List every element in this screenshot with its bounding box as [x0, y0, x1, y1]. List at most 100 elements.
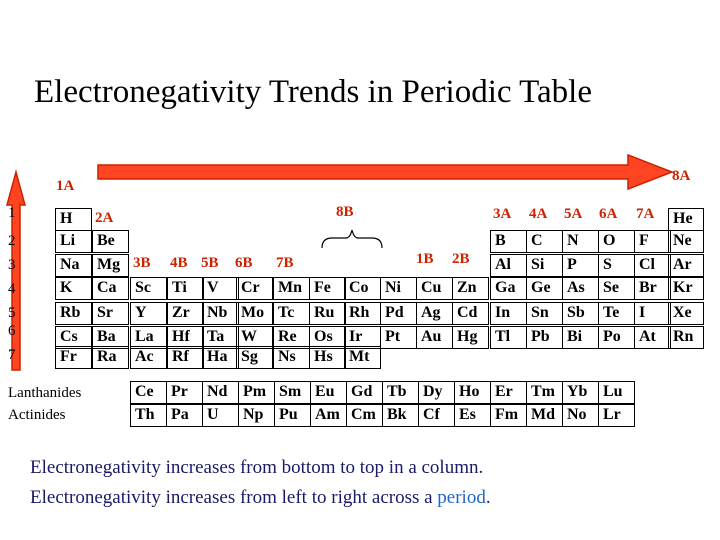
element-cell: B [490, 230, 527, 253]
element-cell: Hf [167, 326, 204, 349]
element-cell: Zr [167, 302, 204, 325]
element-cell: Kr [668, 277, 704, 300]
element-cell: N [562, 230, 599, 253]
element-cell: Cs [55, 326, 92, 349]
period-number: 3 [8, 257, 16, 273]
element-cell: Pd [380, 302, 417, 325]
element-cell: As [562, 277, 599, 300]
element-cell: Nb [202, 302, 239, 325]
element-cell: Pb [526, 326, 563, 349]
group-label-8a: 8A [672, 168, 691, 184]
group-label-6a: 6A [599, 206, 618, 222]
element-cell: Na [55, 254, 92, 277]
element-cell: Tc [273, 302, 310, 325]
element-cell: He [668, 208, 704, 231]
element-cell: Al [490, 254, 527, 277]
lanthanide-cell: Tm [526, 381, 563, 404]
actinide-cell: Fm [490, 404, 527, 427]
element-cell: Rn [668, 326, 704, 349]
group-label-3b: 3B [133, 255, 151, 271]
element-cell: Be [92, 230, 129, 253]
element-cell: Fr [55, 346, 92, 369]
lanthanide-cell: Dy [418, 381, 455, 404]
element-cell: Hs [309, 346, 346, 369]
group-label-5a: 5A [564, 206, 583, 222]
element-cell: I [634, 302, 671, 325]
element-cell: H [55, 208, 92, 231]
element-cell: Sc [130, 277, 167, 300]
period-number: 7 [8, 347, 16, 363]
actinide-cell: Lr [598, 404, 635, 427]
lanthanide-cell: Nd [202, 381, 239, 404]
period-number: 2 [8, 233, 16, 249]
element-cell: Mg [92, 254, 129, 277]
element-cell: In [490, 302, 527, 325]
lanthanide-cell: Ho [454, 381, 491, 404]
element-cell: Xe [668, 302, 704, 325]
element-cell: Sg [236, 346, 273, 369]
element-cell: Mn [273, 277, 310, 300]
element-cell: Sb [562, 302, 599, 325]
element-cell: Ne [668, 230, 704, 253]
caption-column-trend: Electronegativity increases from bottom … [30, 457, 484, 478]
element-cell: Ru [309, 302, 346, 325]
actinide-cell: No [562, 404, 599, 427]
element-cell: Ta [202, 326, 239, 349]
group-label-6b: 6B [235, 255, 253, 271]
element-cell: Po [598, 326, 635, 349]
actinide-cell: Es [454, 404, 491, 427]
lanthanide-cell: Ce [130, 381, 167, 404]
element-cell: Te [598, 302, 635, 325]
group-label-7a: 7A [636, 206, 655, 222]
element-cell: Cu [416, 277, 453, 300]
lanthanide-cell: Lu [598, 381, 635, 404]
element-cell: Rb [55, 302, 92, 325]
element-cell: Co [344, 277, 381, 300]
lanthanide-cell: Yb [562, 381, 599, 404]
element-cell: Sr [92, 302, 129, 325]
group-label-4b: 4B [170, 255, 188, 271]
element-cell: Ca [92, 277, 129, 300]
actinide-cell: Th [130, 404, 167, 427]
element-cell: Pt [380, 326, 417, 349]
actinide-cell: Bk [382, 404, 419, 427]
lanthanides-label: Lanthanides [8, 385, 82, 401]
element-cell: C [526, 230, 563, 253]
element-cell: Ag [416, 302, 453, 325]
page-title: Electronegativity Trends in Periodic Tab… [34, 74, 592, 110]
element-cell: S [598, 254, 635, 277]
element-cell: W [236, 326, 273, 349]
element-cell: La [130, 326, 167, 349]
period-number: 1 [8, 205, 16, 221]
element-cell: Li [55, 230, 92, 253]
element-cell: P [562, 254, 599, 277]
actinides-label: Actinides [8, 407, 66, 423]
element-cell: Cr [236, 277, 273, 300]
group-label-4a: 4A [529, 206, 548, 222]
actinide-cell: Pa [166, 404, 203, 427]
element-cell: At [634, 326, 671, 349]
period-number: 4 [8, 281, 16, 297]
element-cell: Ba [92, 326, 129, 349]
element-cell: Ti [167, 277, 204, 300]
element-cell: Ra [92, 346, 129, 369]
element-cell: Ar [668, 254, 704, 277]
element-cell: O [598, 230, 635, 253]
element-cell: Ns [273, 346, 310, 369]
lanthanide-cell: Pr [166, 381, 203, 404]
lanthanide-cell: Pm [238, 381, 275, 404]
element-cell: Mo [236, 302, 273, 325]
group-label-5b: 5B [201, 255, 219, 271]
group-label-1b: 1B [416, 251, 434, 267]
group-label-7b: 7B [276, 255, 294, 271]
actinide-cell: Cm [346, 404, 383, 427]
element-cell: Ac [130, 346, 167, 369]
group-label-8b: 8B [336, 204, 354, 220]
lanthanide-cell: Tb [382, 381, 419, 404]
actinide-cell: Np [238, 404, 275, 427]
element-cell: Rf [167, 346, 204, 369]
caption-period-word: period [437, 487, 486, 508]
lanthanide-cell: Gd [346, 381, 383, 404]
element-cell: Ha [202, 346, 239, 369]
